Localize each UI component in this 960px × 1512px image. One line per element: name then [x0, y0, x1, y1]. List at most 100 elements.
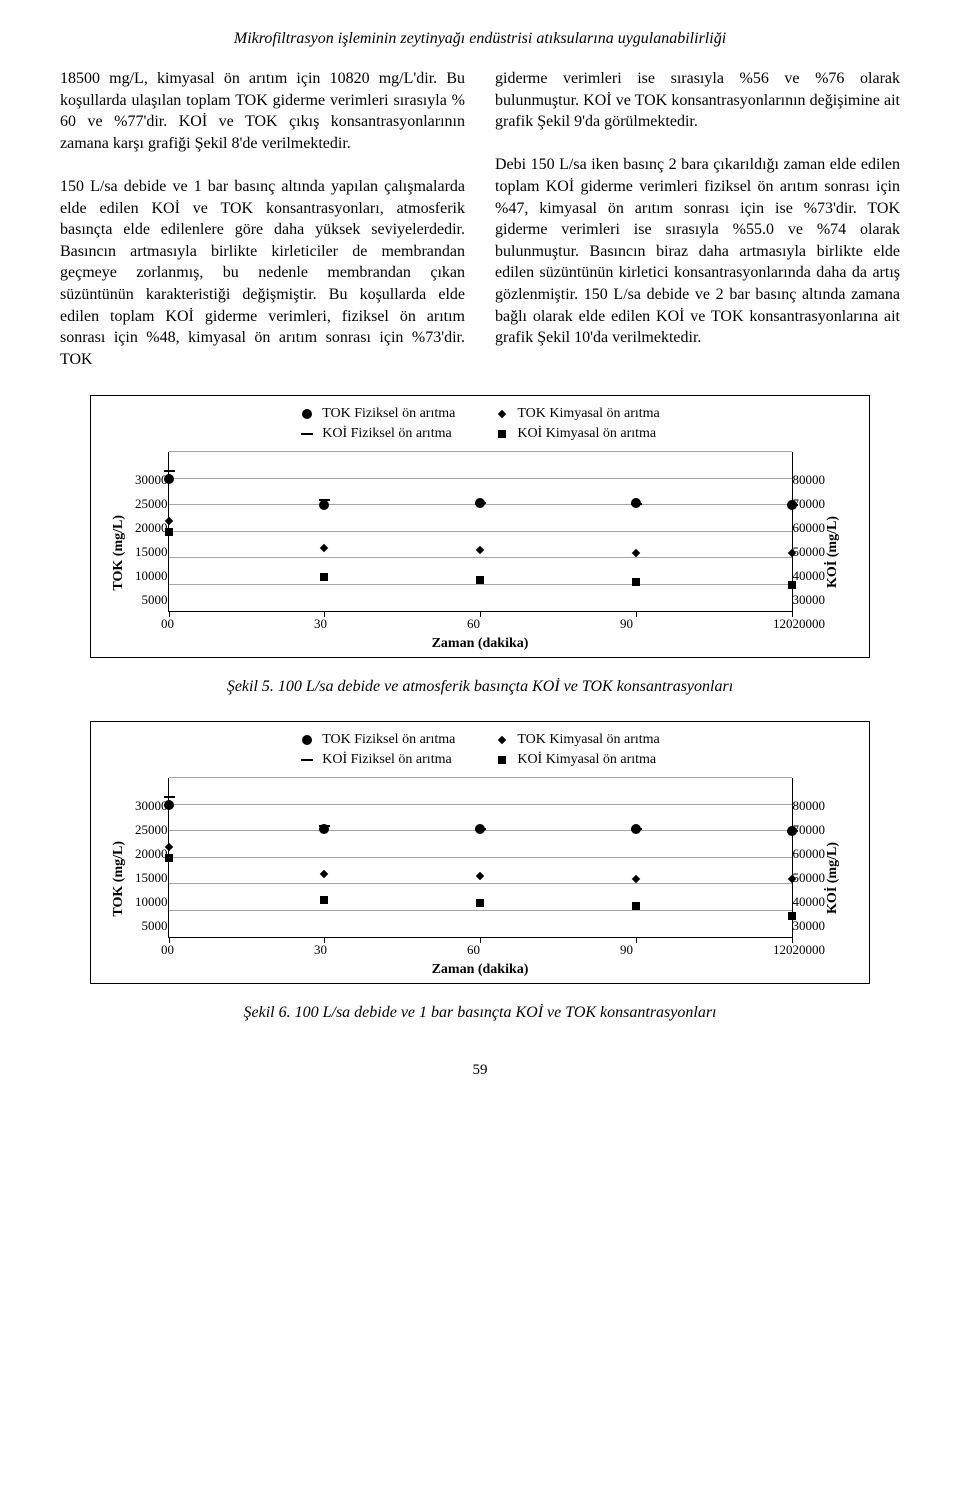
- data-point-tok_kim: [474, 544, 486, 556]
- xtick-label: 120: [773, 942, 793, 958]
- ytick-right: 60000: [793, 846, 826, 862]
- data-point-tok_kim: [474, 870, 486, 882]
- legend-label: KOİ Kimyasal ön arıtma: [517, 752, 656, 768]
- ytick-left: 0: [135, 942, 168, 958]
- data-point-koi_kim: [318, 571, 330, 583]
- legend-koi-kim: KOİ Kimyasal ön arıtma: [495, 752, 659, 768]
- data-point-koi_kim: [474, 574, 486, 586]
- data-point-tok_kim: [786, 873, 798, 885]
- data-point-koi_fiz: [786, 499, 798, 511]
- data-point-koi_fiz: [474, 497, 486, 509]
- legend-label: KOİ Fiziksel ön arıtma: [322, 752, 451, 768]
- ytick-right: 80000: [793, 798, 826, 814]
- chart5-xlabels: 0 30 60 90 120: [168, 616, 793, 632]
- xtick-label: 60: [467, 616, 480, 632]
- xtick-label: 120: [773, 616, 793, 632]
- data-point-koi_kim: [163, 852, 175, 864]
- chart5-ylabel-right: KOİ (mg/L): [825, 516, 849, 588]
- xtick-label: 30: [314, 616, 327, 632]
- chart5-legend: TOK Fiziksel ön arıtma KOİ Fiziksel ön a…: [111, 406, 849, 442]
- diamond-icon: [495, 407, 509, 421]
- legend-label: TOK Fiziksel ön arıtma: [322, 406, 455, 422]
- data-point-tok_kim: [318, 868, 330, 880]
- chart6-ylabel-left: TOK (mg/L): [111, 841, 135, 917]
- chart6-box: TOK Fiziksel ön arıtma KOİ Fiziksel ön a…: [90, 721, 870, 984]
- square-icon: [495, 753, 509, 767]
- right-column: giderme verimleri ise sırasıyla %56 ve %…: [495, 68, 900, 370]
- ytick-right: 20000: [793, 616, 826, 632]
- ytick-left: 5000: [135, 592, 168, 608]
- legend-tok-fiz: TOK Fiziksel ön arıtma: [300, 406, 455, 422]
- data-point-koi_fiz: [163, 791, 175, 803]
- left-column: 18500 mg/L, kimyasal ön arıtım için 1082…: [60, 68, 465, 370]
- chart6-xlabel: Zaman (dakika): [168, 962, 793, 978]
- ytick-left: 0: [135, 616, 168, 632]
- page-header: Mikrofiltrasyon işleminin zeytinyağı end…: [60, 30, 900, 48]
- data-point-koi_fiz: [474, 823, 486, 835]
- data-point-tok_kim: [786, 547, 798, 559]
- xtick-label: 0: [168, 616, 175, 632]
- chart6-plot: [168, 778, 793, 938]
- chart6-ylabel-right: KOİ (mg/L): [825, 842, 849, 914]
- dash-icon: [300, 753, 314, 767]
- chart6-caption: Şekil 6. 100 L/sa debide ve 1 bar basınç…: [60, 1004, 900, 1022]
- chart6-yticks-left: 300002500020000150001000050000: [135, 798, 168, 958]
- legend-label: TOK Fiziksel ön arıtma: [322, 732, 455, 748]
- data-point-koi_fiz: [318, 820, 330, 832]
- data-point-koi_fiz: [630, 498, 642, 510]
- dash-icon: [300, 427, 314, 441]
- legend-label: KOİ Fiziksel ön arıtma: [322, 426, 451, 442]
- data-point-koi_fiz: [318, 494, 330, 506]
- ytick-right: 30000: [793, 592, 826, 608]
- xtick-label: 60: [467, 942, 480, 958]
- legend-koi-kim: KOİ Kimyasal ön arıtma: [495, 426, 659, 442]
- data-point-koi_fiz: [630, 823, 642, 835]
- ytick-right: 40000: [793, 894, 826, 910]
- ytick-right: 20000: [793, 942, 826, 958]
- legend-label: TOK Kimyasal ön arıtma: [517, 406, 659, 422]
- legend-koi-fiz: KOİ Fiziksel ön arıtma: [300, 426, 455, 442]
- ytick-left: 25000: [135, 822, 168, 838]
- chart5-plot: [168, 452, 793, 612]
- ytick-left: 10000: [135, 894, 168, 910]
- chart6-legend: TOK Fiziksel ön arıtma KOİ Fiziksel ön a…: [111, 732, 849, 768]
- ytick-left: 15000: [135, 870, 168, 886]
- legend-tok-fiz: TOK Fiziksel ön arıtma: [300, 732, 455, 748]
- data-point-koi_fiz: [786, 825, 798, 837]
- ytick-left: 10000: [135, 568, 168, 584]
- data-point-koi_kim: [474, 897, 486, 909]
- chart5-ylabel-left: TOK (mg/L): [111, 515, 135, 591]
- chart5-box: TOK Fiziksel ön arıtma KOİ Fiziksel ön a…: [90, 395, 870, 658]
- legend-koi-fiz: KOİ Fiziksel ön arıtma: [300, 752, 455, 768]
- legend-tok-kim: TOK Kimyasal ön arıtma: [495, 406, 659, 422]
- xtick-label: 90: [620, 616, 633, 632]
- ytick-left: 15000: [135, 544, 168, 560]
- legend-label: KOİ Kimyasal ön arıtma: [517, 426, 656, 442]
- data-point-koi_kim: [786, 910, 798, 922]
- data-point-koi_kim: [630, 900, 642, 912]
- legend-label: TOK Kimyasal ön arıtma: [517, 732, 659, 748]
- data-point-koi_kim: [630, 576, 642, 588]
- body-columns: 18500 mg/L, kimyasal ön arıtım için 1082…: [60, 68, 900, 370]
- square-icon: [495, 427, 509, 441]
- ytick-right: 60000: [793, 520, 826, 536]
- data-point-koi_kim: [786, 579, 798, 591]
- page-number: 59: [60, 1062, 900, 1079]
- chart5-xlabel: Zaman (dakika): [168, 636, 793, 652]
- xtick-label: 30: [314, 942, 327, 958]
- data-point-tok_kim: [630, 547, 642, 559]
- diamond-icon: [495, 733, 509, 747]
- chart5-yticks-left: 300002500020000150001000050000: [135, 472, 168, 632]
- data-point-koi_kim: [318, 894, 330, 906]
- ytick-left: 5000: [135, 918, 168, 934]
- ytick-right: 80000: [793, 472, 826, 488]
- chart6-xlabels: 0 30 60 90 120: [168, 942, 793, 958]
- chart5-caption: Şekil 5. 100 L/sa debide ve atmosferik b…: [60, 678, 900, 696]
- data-point-tok_kim: [318, 542, 330, 554]
- data-point-koi_fiz: [163, 465, 175, 477]
- ytick-left: 25000: [135, 496, 168, 512]
- xtick-label: 0: [168, 942, 175, 958]
- xtick-label: 90: [620, 942, 633, 958]
- data-point-tok_kim: [630, 873, 642, 885]
- circle-icon: [300, 407, 314, 421]
